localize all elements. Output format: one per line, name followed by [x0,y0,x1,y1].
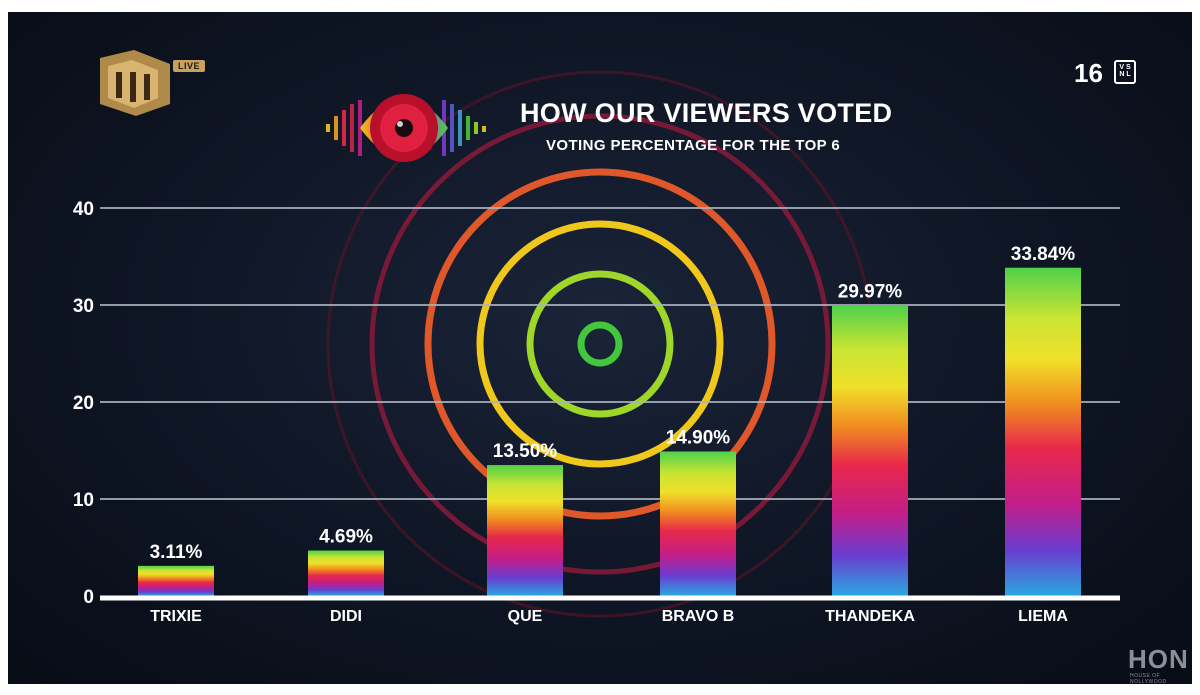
chart: 0 10 20 30 40 3.11% TRIXIE 4.69% DIDI 13.50% QUE 14… [73,50,1120,625]
bar-trixie [138,565,214,596]
data-label: 33.84% [1011,244,1076,265]
data-label: 3.11% [150,542,203,563]
x-tick-label: LIEMA [1018,608,1068,625]
chart-subtitle: VOTING PERCENTAGE FOR THE TOP 6 [546,137,841,154]
y-tick-label: 30 [73,296,94,317]
age-rating: 16 [1074,58,1103,88]
x-tick-label: QUE [508,608,543,625]
bar-que [487,465,563,596]
x-tick-label: TRIXIE [150,608,202,625]
target-rings-decoration [326,70,874,618]
rating-letters-badge: V S N L [1114,60,1136,84]
bar-didi [308,550,384,596]
live-badge: LIVE [173,60,206,72]
channel-logo-icon [100,50,170,116]
y-tick-label: 40 [73,199,94,220]
y-tick-label: 10 [73,490,94,511]
watermark-logo: HON [1128,644,1189,674]
x-tick-label: BRAVO B [662,608,735,625]
data-label: 29.97% [838,281,903,302]
bar-liema [1005,267,1081,596]
data-label: 14.90% [666,427,731,448]
bar-chart-plot: 0 10 20 30 40 3.11% TRIXIE 4.69% DIDI 13.50% QUE 14… [73,199,1120,625]
watermark-subtitle: HOUSE OF NOLLYWOOD [1130,673,1167,684]
data-label: 13.50% [493,441,558,462]
eye-logo-icon [326,94,486,162]
chart-title: HOW OUR VIEWERS VOTED [520,98,893,128]
x-tick-label: THANDEKA [825,608,915,625]
y-tick-label: 0 [83,587,94,608]
bar-thandeka [832,305,908,596]
data-label: 4.69% [319,527,373,548]
broadcast-frame: 0 10 20 30 40 3.11% TRIXIE 4.69% DIDI 13.50% QUE 14… [8,12,1192,684]
y-tick-label: 20 [73,393,94,414]
x-tick-label: DIDI [330,608,362,625]
bar-bravo-b [660,451,736,596]
